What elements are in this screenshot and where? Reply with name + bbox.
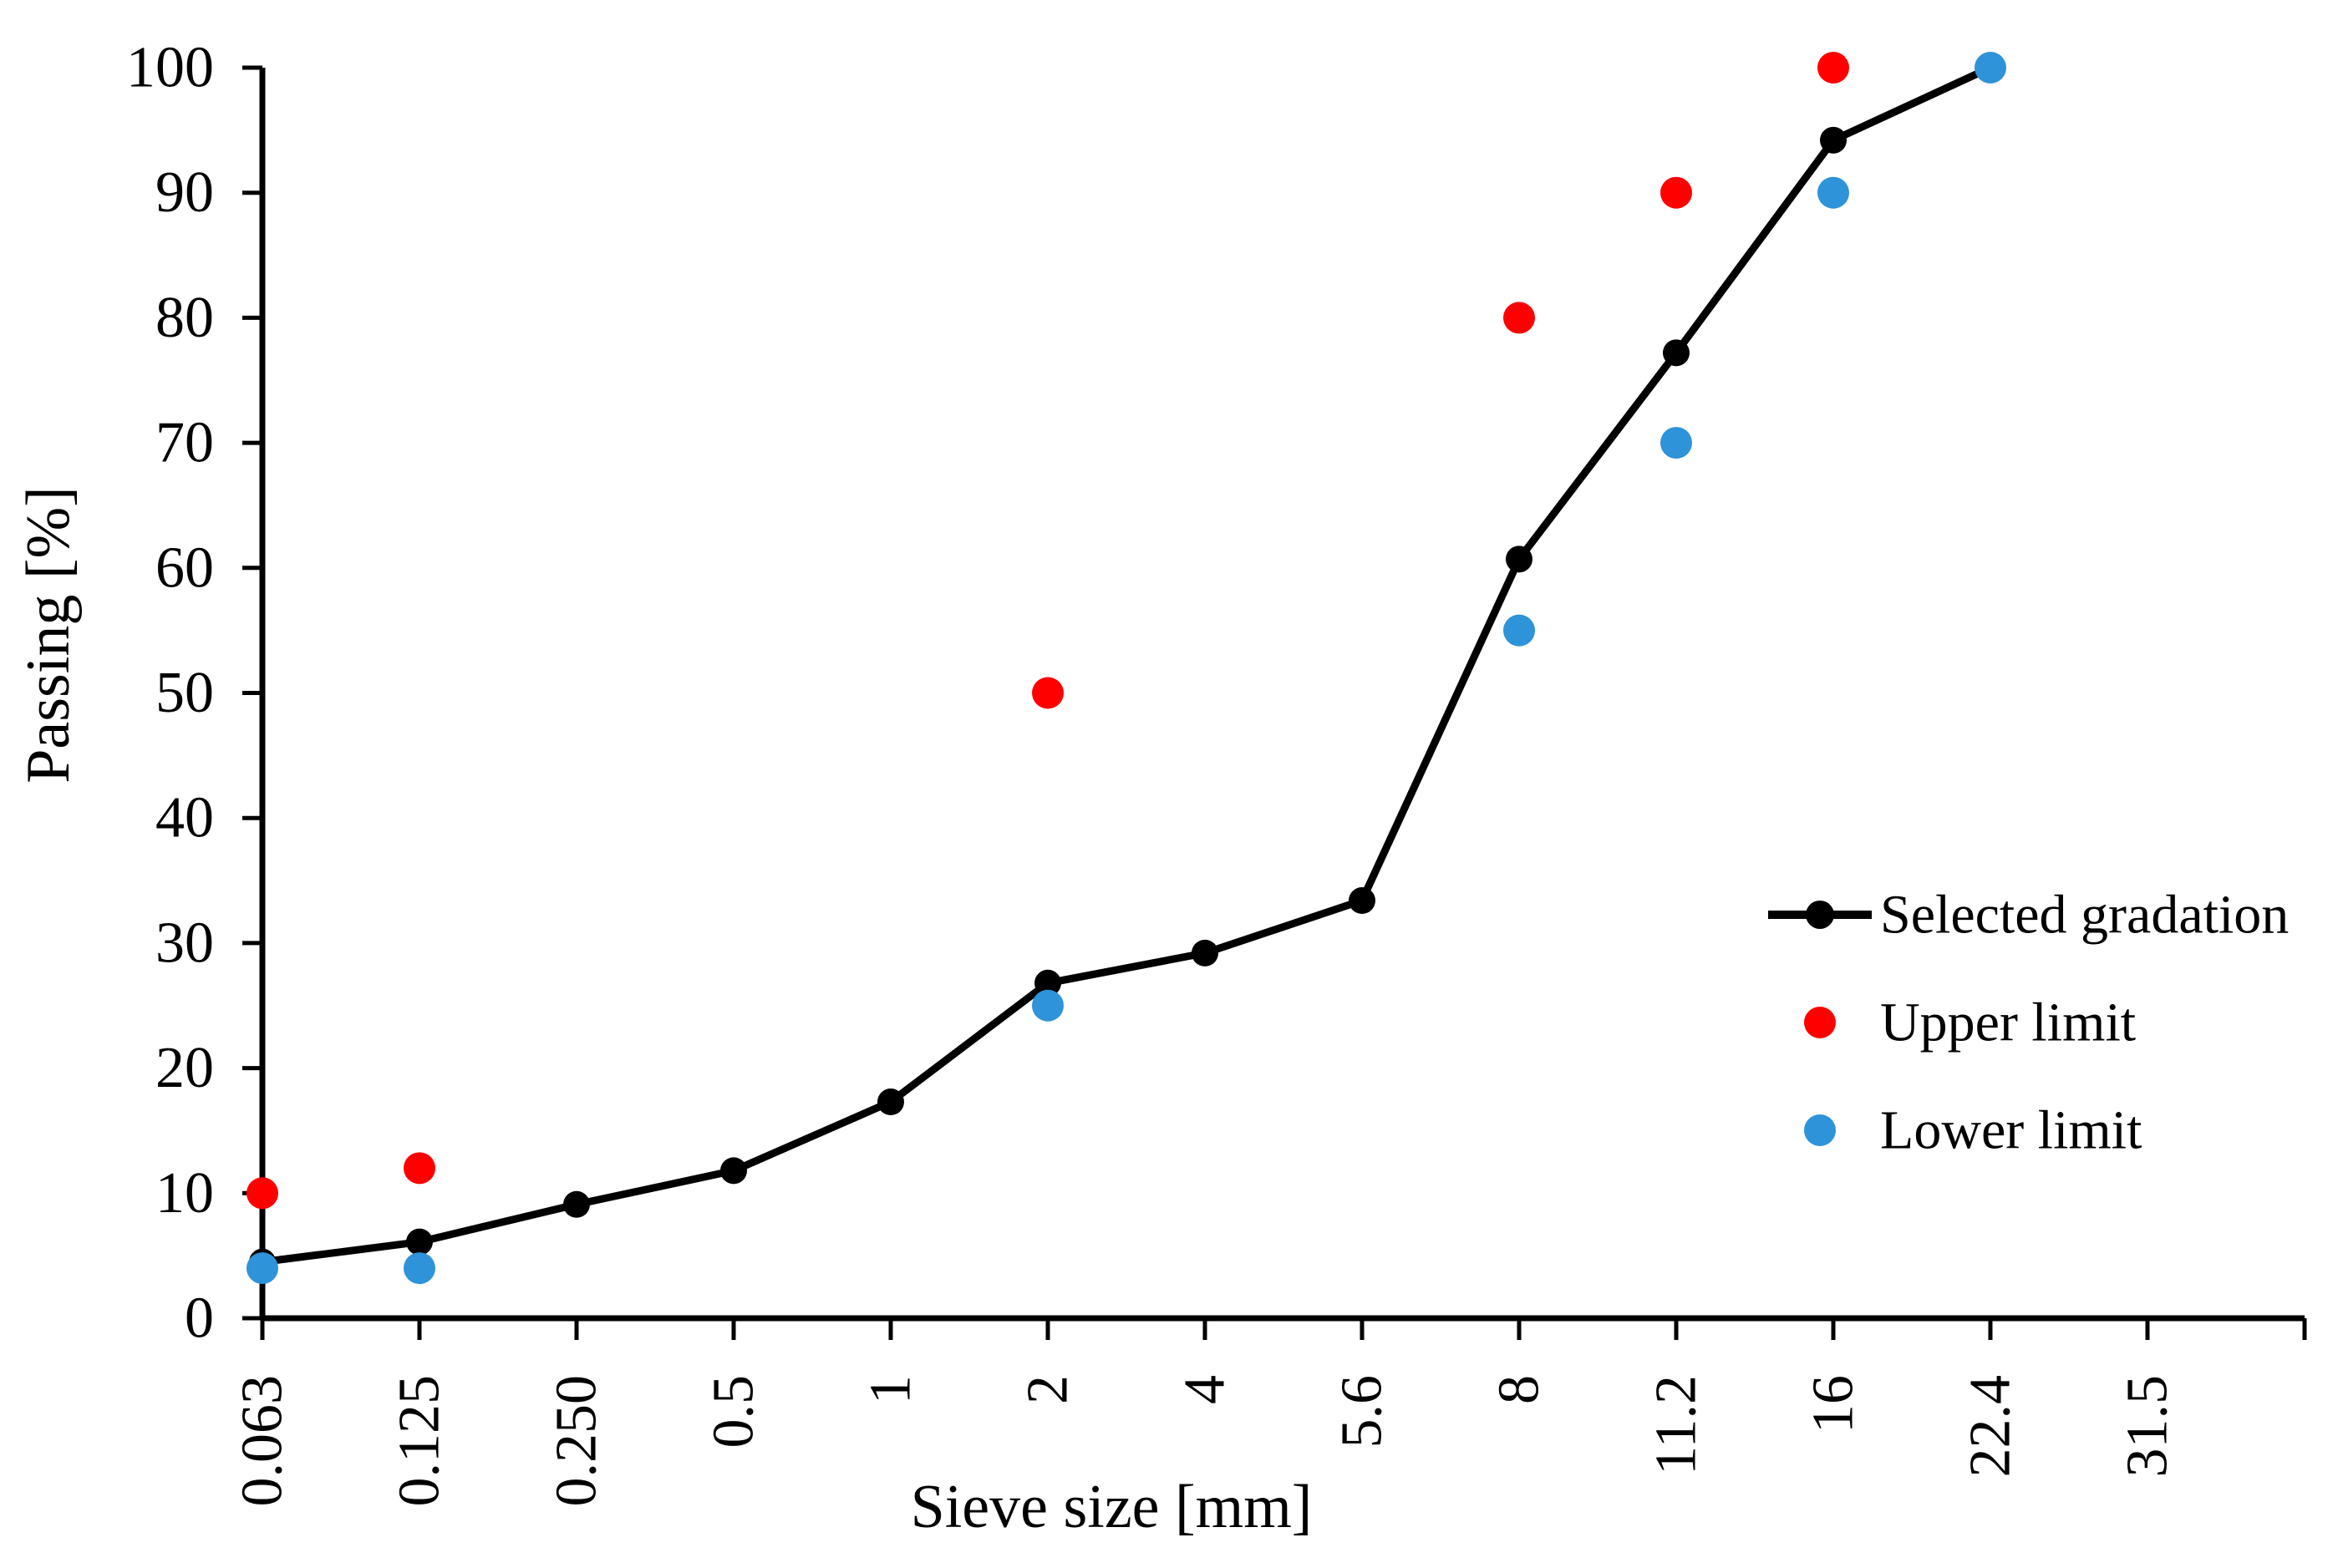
- line-point-marker: [720, 1157, 747, 1185]
- scatter-point: [404, 1152, 435, 1185]
- x-axis-title: Sieve size [mm]: [911, 1473, 1313, 1541]
- x-tick-label: 1: [859, 1375, 923, 1404]
- y-tick-label: 70: [155, 411, 214, 475]
- scatter-point: [247, 1252, 278, 1285]
- y-tick-label: 40: [155, 786, 214, 850]
- line-point-marker: [1663, 339, 1690, 367]
- legend-upper-limit-dot-icon: [1804, 1007, 1836, 1038]
- legend-label-lower-limit: Lower limit: [1880, 1100, 2142, 1161]
- x-tick-label: 8: [1487, 1375, 1552, 1404]
- scatter-point: [1503, 614, 1535, 647]
- line-point-marker: [1349, 887, 1375, 915]
- scatter-point: [1032, 989, 1064, 1022]
- y-tick-label: 50: [155, 661, 214, 725]
- y-tick-label: 20: [155, 1036, 214, 1100]
- y-tick-label: 0: [185, 1286, 214, 1351]
- line-point-marker: [406, 1228, 433, 1256]
- x-tick-label: 5.6: [1330, 1375, 1395, 1449]
- scatter-point: [1660, 176, 1692, 209]
- plot-area: 0 10 20 30 40 50 60 70 80 90 100 0.063 0.125 0.250 0.5…: [126, 36, 2307, 1507]
- y-tick-label: 10: [155, 1161, 214, 1225]
- x-tick-label: 2: [1016, 1375, 1080, 1404]
- scatter-point: [1817, 52, 1849, 84]
- line-point-marker: [1820, 126, 1847, 154]
- scatter-point: [247, 1177, 278, 1210]
- legend-item-upper-limit: Upper limit: [1804, 992, 2136, 1053]
- x-tick-label: 4: [1173, 1375, 1238, 1404]
- x-tick-label: 0.125: [388, 1375, 452, 1507]
- legend-label-selected-gradation: Selected gradation: [1880, 885, 2289, 946]
- legend-lower-limit-dot-icon: [1804, 1114, 1836, 1146]
- line-point-marker: [1034, 969, 1061, 997]
- y-tick-label: 60: [155, 535, 214, 600]
- scatter-point: [1817, 176, 1849, 209]
- y-tick-label: 100: [126, 36, 214, 100]
- x-tick-label: 31.5: [2116, 1375, 2180, 1478]
- legend-label-upper-limit: Upper limit: [1880, 992, 2136, 1053]
- line-point-marker: [877, 1088, 904, 1116]
- x-tick-label: 22.4: [1959, 1375, 2023, 1478]
- scatter-point: [1503, 302, 1535, 334]
- y-axis-title: Passing [%]: [14, 486, 83, 784]
- legend-item-selected-gradation: Selected gradation: [1768, 885, 2289, 946]
- x-tick-label: 16: [1802, 1375, 1866, 1434]
- line-point-marker: [1506, 546, 1532, 573]
- scatter-point: [1660, 427, 1692, 459]
- legend-dot-marker: [1806, 901, 1834, 929]
- series-line-0: [258, 63, 1995, 1266]
- x-tick-label: 0.063: [231, 1375, 295, 1507]
- line-point-marker: [1192, 939, 1218, 967]
- scatter-point: [1032, 677, 1064, 709]
- legend-item-lower-limit: Lower limit: [1804, 1100, 2142, 1161]
- x-tick-label: 0.250: [545, 1375, 609, 1507]
- scatter-point: [1975, 52, 2006, 84]
- y-tick-label: 30: [155, 911, 214, 975]
- x-tick-label: 11.2: [1644, 1375, 1709, 1475]
- y-tick-label: 90: [155, 160, 214, 225]
- scatter-point: [404, 1252, 435, 1285]
- line-point-marker: [563, 1190, 590, 1218]
- legend: Selected gradation Upper limit Lower lim…: [1768, 885, 2289, 1161]
- y-tick-label: 80: [155, 286, 214, 350]
- x-tick-label: 0.5: [702, 1375, 766, 1449]
